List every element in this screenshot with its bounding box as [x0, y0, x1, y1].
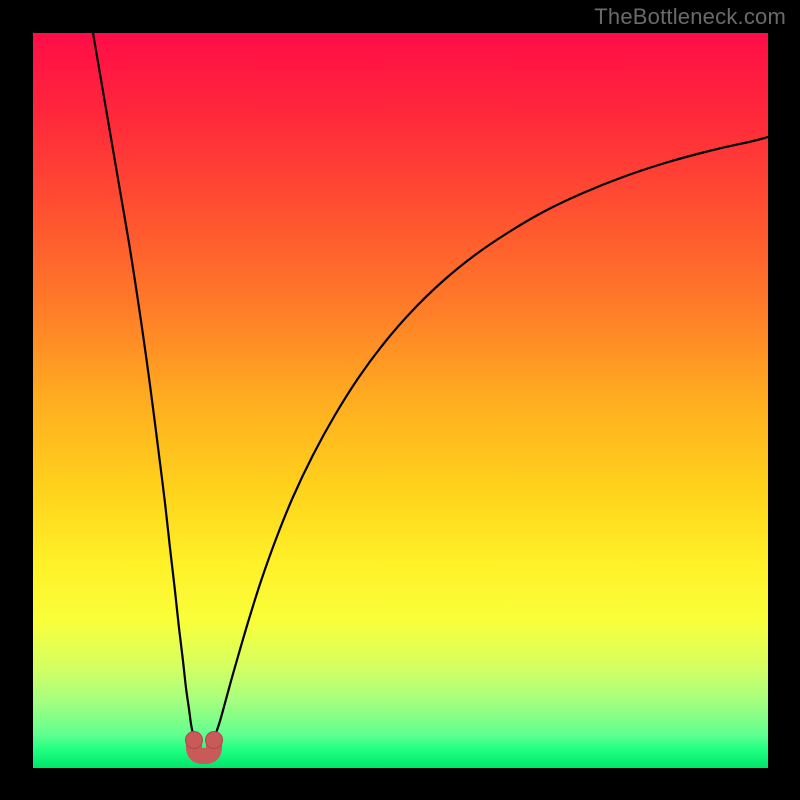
plot-area — [33, 33, 768, 768]
curve-layer — [33, 33, 768, 768]
marker-point-1 — [206, 732, 223, 749]
marker-point-0 — [186, 732, 203, 749]
watermark-text: TheBottleneck.com — [594, 4, 786, 30]
curve-right-branch — [213, 137, 768, 741]
chart-frame: TheBottleneck.com — [0, 0, 800, 800]
curve-left-branch — [93, 33, 195, 741]
